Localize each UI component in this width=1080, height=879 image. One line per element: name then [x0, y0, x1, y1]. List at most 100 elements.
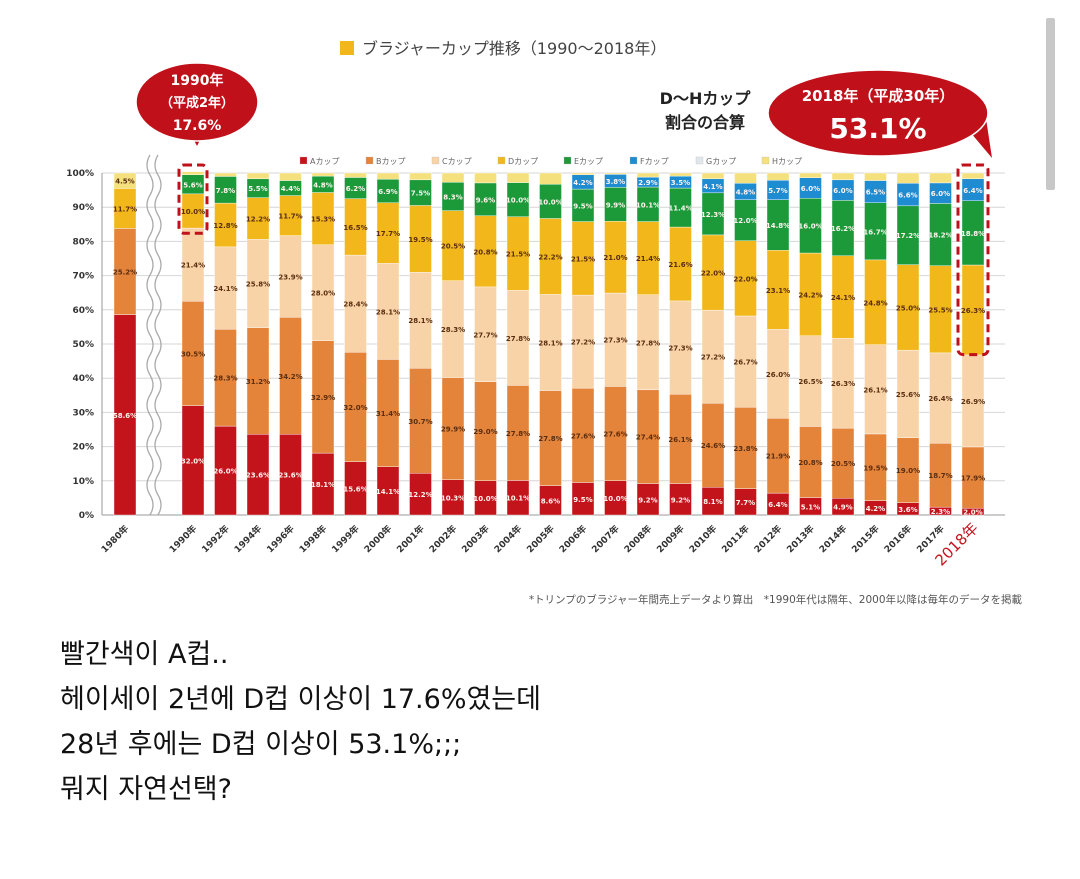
bar-data-label: 31.4%	[376, 410, 400, 418]
bar-data-label: 28.4%	[343, 301, 367, 309]
bar-segment	[214, 172, 237, 177]
bar-data-label: 9.6%	[476, 196, 495, 204]
bar-data-label: 16.2%	[831, 225, 855, 233]
bar-data-label: 6.9%	[378, 188, 397, 196]
legend-swatch	[431, 156, 440, 165]
bar-data-label: 7.8%	[216, 187, 235, 195]
x-tick-label: 1994年	[232, 523, 265, 556]
bar-data-label: 9.5%	[573, 496, 592, 504]
x-tick-label: 2008年	[622, 523, 655, 556]
bar-data-label: 27.3%	[668, 345, 692, 353]
y-tick-label: 100%	[66, 169, 94, 179]
bar-data-label: 32.0%	[181, 457, 205, 465]
bar-data-label: 7.5%	[411, 190, 430, 198]
callout-1990-title: 1990年	[171, 72, 224, 89]
post-line-3: 28년 후에는 D컵 이상이 53.1%;;;	[60, 729, 462, 760]
bar-data-label: 27.2%	[571, 339, 595, 347]
legend-label: Bカップ	[376, 157, 406, 166]
bar-segment	[409, 172, 432, 181]
highlight-box-1990	[177, 163, 209, 235]
bar-segment	[474, 172, 497, 184]
bar-segment	[344, 172, 367, 178]
legend-label: Fカップ	[640, 157, 669, 166]
bar-data-label: 21.5%	[571, 255, 595, 263]
x-tick-label: 2015年	[849, 523, 882, 556]
bar-data-label: 6.4%	[768, 501, 787, 509]
callout-bubble-2018	[767, 69, 989, 157]
bar-data-label: 26.9%	[961, 398, 985, 406]
bar-data-label: 14.1%	[376, 488, 400, 496]
bar-data-label: 6.0%	[931, 190, 950, 198]
bar-segment	[701, 172, 725, 180]
bar-data-label: 2.3%	[931, 508, 950, 516]
callout-bubble-1990	[135, 62, 259, 142]
chart-title: ブラジャーカップ推移（1990〜2018年）	[362, 39, 666, 58]
x-tick-label: 1998年	[297, 523, 330, 556]
bar-data-label: 26.4%	[928, 395, 952, 403]
x-tick-label: 2001年	[394, 523, 427, 556]
legend-swatch	[299, 156, 308, 165]
bar-data-label: 28.3%	[213, 375, 237, 383]
y-tick-label: 70%	[72, 272, 94, 282]
bar-data-label: 12.8%	[213, 222, 237, 230]
bar-data-label: 8.1%	[703, 498, 722, 506]
bar-segment	[864, 172, 887, 181]
bar-data-label: 4.8%	[736, 188, 755, 196]
bar-data-label: 6.0%	[801, 185, 820, 193]
bar-data-label: 23.1%	[766, 287, 790, 295]
legend-label: Hカップ	[772, 157, 802, 166]
bar-segment	[734, 172, 757, 184]
bar-data-label: 28.3%	[441, 326, 465, 334]
bar-data-label: 25.8%	[246, 280, 270, 288]
bar-data-label: 20.8%	[798, 459, 822, 467]
bar-data-label: 6.6%	[898, 192, 917, 200]
axis-break-mark	[146, 154, 154, 516]
bar-data-label: 4.2%	[866, 505, 885, 513]
bar-segment	[929, 172, 952, 184]
scrollbar-thumb[interactable]	[1046, 18, 1055, 190]
bar-data-label: 17.2%	[896, 232, 920, 240]
bar-data-label: 2.9%	[638, 179, 657, 187]
bar-data-label: 9.2%	[638, 496, 657, 504]
bar-data-label: 16.7%	[863, 228, 887, 236]
bar-data-label: 19.5%	[408, 236, 432, 244]
bar-segment	[181, 171, 205, 175]
bar-data-label: 29.9%	[441, 426, 465, 434]
bar-data-label: 25.6%	[896, 391, 920, 399]
legend-label: Dカップ	[508, 157, 538, 166]
bar-data-label: 27.6%	[571, 432, 595, 440]
x-tick-label: 2014年	[817, 523, 850, 556]
bar-data-label: 31.2%	[246, 378, 270, 386]
bar-data-label: 26.0%	[766, 371, 790, 379]
bar-data-label: 6.4%	[963, 187, 982, 195]
bar-data-label: 19.0%	[896, 467, 920, 475]
bar-data-label: 7.7%	[736, 499, 755, 507]
bar-data-label: 26.3%	[961, 307, 985, 315]
bar-data-label: 4.1%	[703, 183, 722, 191]
legend-label: Gカップ	[706, 157, 736, 166]
bar-data-label: 32.0%	[343, 404, 367, 412]
bar-segment	[311, 172, 335, 177]
x-tick-label: 2013年	[784, 523, 817, 556]
bar-data-label: 27.8%	[506, 335, 530, 343]
x-tick-label: 2000年	[362, 523, 395, 556]
x-tick-label: 2010年	[687, 523, 720, 556]
bar-data-label: 28.1%	[538, 339, 562, 347]
bar-data-label: 28.0%	[311, 290, 335, 298]
y-tick-label: 30%	[72, 408, 94, 418]
y-tick-label: 40%	[72, 374, 94, 384]
x-tick-label: 2005年	[524, 523, 557, 556]
bar-data-label: 27.7%	[473, 331, 497, 339]
bar-data-label: 27.4%	[636, 434, 660, 442]
bar-data-label: 5.1%	[801, 503, 820, 511]
bar-data-label: 30.7%	[408, 418, 432, 426]
bar-data-label: 10.1%	[636, 201, 660, 209]
y-tick-label: 10%	[72, 477, 94, 487]
bar-data-label: 10.3%	[441, 494, 465, 502]
callout-2018-title: 2018年（平成30年）	[802, 87, 955, 105]
bar-data-label: 17.7%	[376, 230, 400, 238]
bar-data-label: 58.6%	[113, 412, 137, 420]
bar-segment	[766, 172, 790, 181]
legend-swatch	[365, 156, 374, 165]
x-tick-label: 1990年	[167, 523, 200, 556]
